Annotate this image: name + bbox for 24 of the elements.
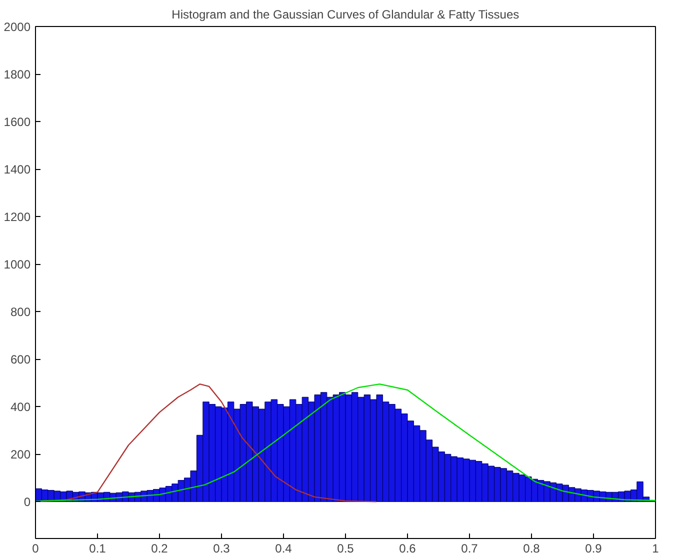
x-tick-label: 0.3 — [213, 542, 230, 556]
x-tick-label: 0.8 — [523, 542, 540, 556]
y-tick-label: 2000 — [4, 20, 31, 34]
y-tick-label: 800 — [10, 305, 31, 320]
y-tick-label: 1800 — [4, 68, 31, 82]
x-tick-label: 0.6 — [399, 542, 416, 556]
y-tick-label: 1200 — [4, 210, 31, 224]
x-tick-label: 0 — [32, 542, 40, 556]
y-tick-label: 0 — [24, 495, 31, 510]
line-series — [36, 383, 656, 502]
chart-title: Histogram and the Gaussian Curves of Glandular & Fatty Tissues — [172, 8, 520, 22]
x-tick-label: 0.1 — [89, 542, 106, 556]
y-tick-label: 600 — [10, 352, 31, 367]
x-tick-label: 0.9 — [585, 542, 602, 556]
x-tick-label: 0.2 — [151, 542, 168, 556]
x-tick-label: 0.5 — [337, 542, 354, 556]
y-tick-label: 1600 — [4, 115, 31, 130]
y-tick-label: 1400 — [4, 162, 31, 177]
x-tick-label: 1 — [652, 542, 660, 556]
x-tick-label: 0.7 — [461, 542, 478, 556]
y-tick-label: 200 — [10, 448, 31, 462]
y-tick-label: 1000 — [4, 258, 31, 272]
x-tick-label: 0.4 — [275, 542, 292, 556]
y-tick-label: 400 — [10, 400, 31, 414]
